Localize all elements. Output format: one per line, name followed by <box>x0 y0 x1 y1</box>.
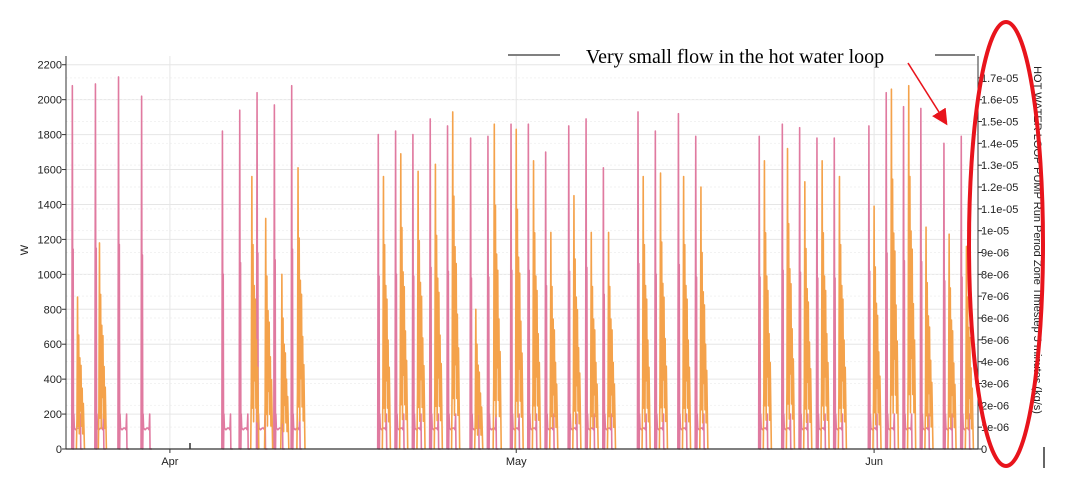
right-tick-label: 7e-06 <box>981 291 1009 303</box>
series-pink-day-14 <box>469 137 482 450</box>
series-orange-day-2 <box>249 175 260 450</box>
series-orange-day-12 <box>492 123 503 450</box>
left-tick-label: 600 <box>44 339 62 351</box>
series-orange-day-23 <box>762 160 773 450</box>
series-pink-line <box>70 76 972 450</box>
left-tick-label: 1000 <box>38 269 62 281</box>
right-tick-label: 1.4e-05 <box>981 138 1018 150</box>
series-pink-day-7 <box>272 104 285 450</box>
series-orange-day-14 <box>531 160 542 450</box>
series-orange-day-33 <box>964 245 975 450</box>
x-tick-label: Jun <box>865 456 883 468</box>
left-tick-label: 1800 <box>38 130 62 142</box>
left-tick-label: 800 <box>44 304 62 316</box>
right-tick-label: 1.6e-05 <box>981 95 1018 107</box>
left-tick-label: 1600 <box>38 165 62 177</box>
left-tick-label: 2200 <box>38 60 62 72</box>
left-axis-ticks: 0 200 400 600 800 1000 1200 1400 1600 1800 2000 220… <box>38 60 66 456</box>
annotation-text: Very small flow in the hot water loop <box>586 46 884 68</box>
right-tick-label: 0 <box>981 444 987 456</box>
series-orange-day-29 <box>889 88 900 450</box>
right-tick-label: 8e-06 <box>981 269 1009 281</box>
series-pink-day-18 <box>544 151 557 450</box>
right-axis-ticks: 01e-062e-063e-064e-065e-066e-067e-068e-0… <box>978 73 1018 456</box>
series-orange-day-31 <box>924 226 934 450</box>
left-tick-label: 200 <box>44 409 62 421</box>
x-tick-label: May <box>506 456 527 468</box>
series-orange-day-18 <box>606 231 617 450</box>
series-orange-day-15 <box>548 231 559 450</box>
series-pink-day-8 <box>290 84 303 450</box>
series-pink-day-31 <box>867 125 880 450</box>
annotation-arrow <box>907 62 948 126</box>
left-tick-label: 400 <box>44 374 62 386</box>
right-tick-label: 3e-06 <box>981 379 1009 391</box>
series-orange-day-9 <box>433 163 444 450</box>
series-orange-day-11 <box>473 308 484 450</box>
series-orange-day-32 <box>947 233 957 450</box>
series-orange-day-1 <box>97 242 108 450</box>
right-tick-label: 1.1e-05 <box>981 204 1018 216</box>
series-orange-day-21 <box>681 175 692 450</box>
series-pink-day-0 <box>70 84 83 450</box>
series-orange-day-28 <box>872 205 882 450</box>
x-axis-ticks: Apr May Jun <box>161 449 883 468</box>
series-pink-day-2 <box>117 76 129 450</box>
annotation-ellipse <box>967 20 1045 468</box>
right-tick-label: 1.3e-05 <box>981 160 1018 172</box>
series-orange-day-27 <box>837 175 848 450</box>
series-orange-day-24 <box>785 147 796 450</box>
right-tick-label: 1.5e-05 <box>981 117 1018 129</box>
series-orange-day-17 <box>589 231 599 450</box>
series-orange-day-30 <box>906 84 917 450</box>
series-orange-day-20 <box>658 172 669 450</box>
left-tick-label: 1400 <box>38 199 62 211</box>
right-tick-label: 2e-06 <box>981 400 1009 412</box>
series-orange-day-13 <box>514 128 524 450</box>
right-tick-label: 6e-06 <box>981 313 1009 325</box>
series-orange-day-25 <box>802 180 813 450</box>
series-orange-day-26 <box>820 160 830 450</box>
series-pink-day-35 <box>942 142 955 450</box>
series-orange-day-16 <box>571 194 582 450</box>
right-tick-label: 1.7e-05 <box>981 73 1018 85</box>
series-pink-day-15 <box>486 135 499 450</box>
series-pink-day-34 <box>919 107 932 450</box>
series-orange-day-3 <box>263 217 274 450</box>
left-tick-label: 1200 <box>38 234 62 246</box>
series-orange-day-4 <box>279 273 290 450</box>
series-pink-day-4 <box>221 130 233 450</box>
series-orange-day-8 <box>416 170 426 450</box>
series-pink-day-21 <box>602 166 614 450</box>
right-tick-label: 1.2e-05 <box>981 182 1018 194</box>
left-tick-label: 2000 <box>38 95 62 107</box>
series-orange-day-22 <box>698 186 709 450</box>
series-pink-day-3 <box>140 95 153 450</box>
right-tick-label: 9e-06 <box>981 248 1009 260</box>
right-tick-label: 5e-06 <box>981 335 1009 347</box>
series-orange-day-10 <box>450 111 461 450</box>
series-orange-day-0 <box>75 296 86 450</box>
series-orange-day-7 <box>398 153 409 450</box>
x-tick-label: Apr <box>161 456 178 468</box>
series-pink-day-36 <box>959 135 972 450</box>
right-tick-label: 1e-05 <box>981 226 1009 238</box>
series-orange-day-19 <box>641 175 651 450</box>
series-orange-day-5 <box>296 166 306 450</box>
series-orange-line <box>75 84 975 450</box>
series-pink-day-5 <box>238 109 251 450</box>
series-orange-day-6 <box>381 175 392 450</box>
left-tick-label: 0 <box>56 444 62 456</box>
right-tick-label: 4e-06 <box>981 357 1009 369</box>
series-pink-day-20 <box>584 118 597 450</box>
left-axis-title: W <box>19 244 31 255</box>
